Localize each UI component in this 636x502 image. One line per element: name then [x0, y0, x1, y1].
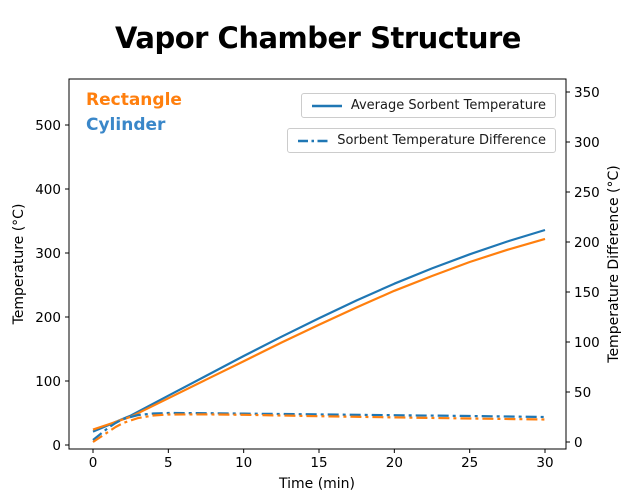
x-tick-label: 15 — [310, 455, 327, 471]
y-axis-label-left: Temperature (°C) — [11, 203, 27, 325]
series-rectangle-average-sorbent-temperature — [92, 237, 546, 431]
y-axis-label-right: Temperature Difference (°C) — [606, 165, 622, 363]
legend-line-dashdot-icon — [298, 139, 329, 142]
series-cylinder-sorbent-temperature-difference — [92, 411, 546, 441]
series-cylinder-average-sorbent-temperature — [92, 228, 546, 433]
chart-title: Vapor Chamber Structure — [115, 21, 521, 55]
y-right-tick-label: 350 — [574, 85, 600, 101]
y-left-tick-label: 300 — [35, 246, 61, 262]
y-left-tick-label: 500 — [35, 118, 61, 134]
x-tick-label: 5 — [164, 455, 173, 471]
y-right-tick-label: 0 — [574, 435, 583, 451]
y-left-tick-label: 100 — [35, 374, 61, 390]
x-axis-label: Time (min) — [278, 476, 356, 492]
legend-sorbent-temperature-difference: Sorbent Temperature Difference — [287, 128, 556, 153]
legend-avg-sorbent-temperature: Average Sorbent Temperature — [300, 93, 556, 118]
x-tick-label: 30 — [536, 455, 553, 471]
legend-label: Sorbent Temperature Difference — [337, 133, 546, 148]
y-right-tick-label: 50 — [574, 385, 591, 401]
y-left-tick-label: 0 — [52, 438, 61, 454]
x-tick-label: 10 — [235, 455, 252, 471]
axes-frame — [68, 78, 567, 450]
y-right-tick-label: 200 — [574, 235, 600, 251]
x-tick-label: 0 — [89, 455, 98, 471]
legend-label: Average Sorbent Temperature — [350, 98, 546, 113]
y-left-tick-label: 200 — [35, 310, 61, 326]
x-tick-label: 25 — [461, 455, 478, 471]
series-rectangle-sorbent-temperature-difference — [92, 413, 546, 443]
x-tick-label: 20 — [386, 455, 403, 471]
y-left-tick-label: 400 — [35, 182, 61, 198]
y-right-tick-label: 150 — [574, 285, 600, 301]
annotation-cylinder: Cylinder — [86, 115, 166, 135]
y-right-tick-label: 300 — [574, 135, 600, 151]
y-right-tick-label: 250 — [574, 185, 600, 201]
y-right-tick-label: 100 — [574, 335, 600, 351]
annotation-rectangle: Rectangle — [86, 90, 182, 110]
legend-line-solid-icon — [311, 104, 342, 107]
